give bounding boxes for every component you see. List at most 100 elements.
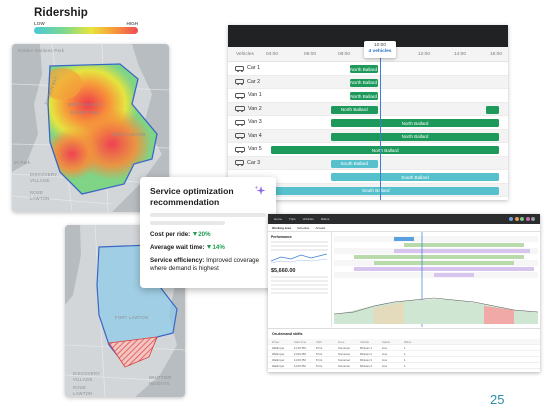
current-time-line: [380, 57, 381, 200]
schedule-bar[interactable]: North Ballard: [271, 146, 500, 154]
vehicle-label: Van 4: [235, 133, 262, 140]
sub-title: Working area: [272, 225, 291, 230]
table-cell: Live: [382, 363, 388, 368]
schedule-bar[interactable]: North Ballard: [349, 78, 378, 87]
table-row[interactable]: Waltimyer 11:00 PM 8 hrs Somerset Minivan 4 L…: [268, 363, 540, 369]
table-cell: Live: [382, 357, 388, 362]
performance-panel: Performance $5,660.00: [268, 232, 332, 327]
vehicle-label: Car 3: [235, 159, 261, 167]
card-title: Service optimization recommendation: [150, 186, 234, 207]
performance-title: Performance: [271, 235, 292, 239]
time-tick: 16:00: [490, 52, 503, 57]
column-header: Shift: [316, 339, 322, 344]
vehicle-name: Van 5: [248, 146, 262, 152]
current-time: 10:00: [373, 43, 386, 48]
avatar-group: [509, 217, 540, 221]
table-cell: 8 hrs: [316, 357, 323, 362]
down-arrow-icon: [193, 232, 198, 236]
placeholder-line: [150, 213, 266, 217]
vehicle-label: Car 2: [235, 78, 261, 86]
schedule-bar[interactable]: [486, 105, 500, 114]
table-row[interactable]: Waltimyer 11:10 PM 8 hrs Somerset Minivan 1 L…: [268, 345, 540, 351]
schedule-row[interactable]: Van 2 North Ballard: [228, 102, 508, 116]
table-cell: Minivan 4: [360, 363, 372, 368]
map-label: LAWTON: [73, 391, 93, 396]
heatmap-map-canvas: [12, 44, 169, 212]
map-label: DISCOVERY: [30, 172, 58, 177]
nav-item[interactable]: Trips: [289, 217, 296, 221]
vehicle-name: Car 1: [247, 65, 261, 71]
table-cell: 8 hrs: [316, 351, 323, 356]
schedule-bar[interactable]: South Ballard: [330, 173, 500, 181]
schedule-toolbar: [228, 25, 508, 47]
cost-value: 20%: [198, 231, 211, 238]
schedule-row[interactable]: Car 2 North Ballard: [228, 75, 508, 89]
schedule-row[interactable]: Van 1 North Ballard: [228, 89, 508, 103]
schedule-bar[interactable]: South Ballard: [330, 159, 378, 168]
table-row[interactable]: Waltimyer 11:00 PM 8 hrs Somerset Minivan 2 L…: [268, 351, 540, 357]
schedule-row[interactable]: Car 3 South Ballard: [228, 156, 508, 170]
table-cell: Waltimyer: [272, 357, 285, 362]
map-label: VILLAGE: [30, 178, 50, 183]
table-body: Waltimyer 11:10 PM 8 hrs Somerset Minivan 1 L…: [268, 345, 540, 369]
dashboard-screenshot: Home Trips Vehicles Riders Working area …: [268, 214, 540, 372]
legend-high-label: HIGH: [126, 21, 138, 26]
mini-chart: [270, 253, 328, 264]
map-label: HEIGHTS: [149, 381, 170, 386]
legend-title: Ridership: [34, 7, 88, 19]
vehicle-label: Car 1: [235, 65, 261, 72]
schedule-row[interactable]: Car 1 North Ballard: [228, 62, 508, 76]
schedule-row[interactable]: Van 3 North Ballard: [228, 116, 508, 130]
schedule-row[interactable]: South Ballard: [228, 183, 508, 197]
schedule-row[interactable]: South Ballard: [228, 170, 508, 184]
tab-schedule[interactable]: Schedule: [296, 225, 310, 230]
nav-item[interactable]: Riders: [320, 217, 330, 221]
van-icon: [235, 92, 245, 99]
column-header: Driver: [272, 339, 280, 344]
column-header: Vehicle: [360, 339, 370, 344]
schedule-bar[interactable]: North Ballard: [330, 105, 378, 114]
table-row[interactable]: Waltimyer 11:00 PM 8 hrs Somerset Minivan 3 L…: [268, 357, 540, 363]
table-cell: Somerset: [338, 345, 350, 350]
page-number: 25: [490, 392, 505, 407]
schedule-bar[interactable]: South Ballard: [252, 186, 500, 195]
schedule-row[interactable]: Van 4 North Ballard: [228, 129, 508, 143]
table-cell: Live: [382, 345, 388, 350]
vehicle-name: Van 3: [248, 119, 262, 125]
vehicle-name: Van 1: [248, 92, 262, 98]
schedule-bar[interactable]: North Ballard: [330, 132, 500, 141]
table-cell: Somerset: [338, 357, 350, 362]
average-wait-time: Average wait time: 14%: [150, 244, 266, 251]
map-label: WHITTIER: [149, 375, 172, 380]
tab-actuals[interactable]: Actuals: [315, 225, 326, 230]
nav-item[interactable]: Vehicles: [302, 217, 314, 221]
table-cell: Waltimyer: [272, 351, 285, 356]
vehicle-name: Car 2: [247, 78, 261, 85]
map-label: LAWTON: [30, 196, 50, 201]
car-icon: [235, 79, 244, 86]
legend-scale-labels: LOW HIGH: [34, 21, 138, 26]
schedule-bar[interactable]: North Ballard: [330, 119, 500, 127]
column-header: Zone: [338, 339, 345, 344]
schedule-row[interactable]: Van 5 North Ballard: [228, 143, 508, 157]
map-label: ROSE: [73, 385, 87, 390]
vehicle-label: Van 2: [235, 106, 262, 113]
vehicle-schedule-panel: Vehicles 04:00 06:00 08:00 12:00 14:00 1…: [228, 25, 508, 200]
table-cell: 8 hrs: [316, 363, 323, 368]
vehicle-name: Car 3: [247, 159, 261, 166]
current-time-bubble: 10:00 4 vehicles: [364, 41, 396, 58]
legend-low-label: LOW: [34, 21, 45, 26]
schedule-bar[interactable]: North Ballard: [349, 92, 378, 100]
heatmap-map[interactable]: SALMON BAY NORTH BEACH SUNSET HILL FORT …: [12, 44, 169, 212]
cost-per-ride: Cost per ride: 20%: [150, 231, 266, 238]
vehicle-label: Van 1: [235, 92, 262, 99]
table-cell: 11:00 PM: [294, 357, 306, 362]
table-cell: 11:00 PM: [294, 351, 306, 356]
active-vehicle-count[interactable]: 4 vehicles: [368, 49, 392, 54]
table-cell: 1: [404, 357, 406, 362]
vehicles-column-label: Vehicles: [236, 52, 254, 57]
table-cell: Waltimyer: [272, 363, 285, 368]
schedule-bar[interactable]: North Ballard: [349, 65, 378, 73]
nav-item[interactable]: Home: [274, 217, 283, 221]
wait-label: Average wait time:: [150, 244, 205, 251]
